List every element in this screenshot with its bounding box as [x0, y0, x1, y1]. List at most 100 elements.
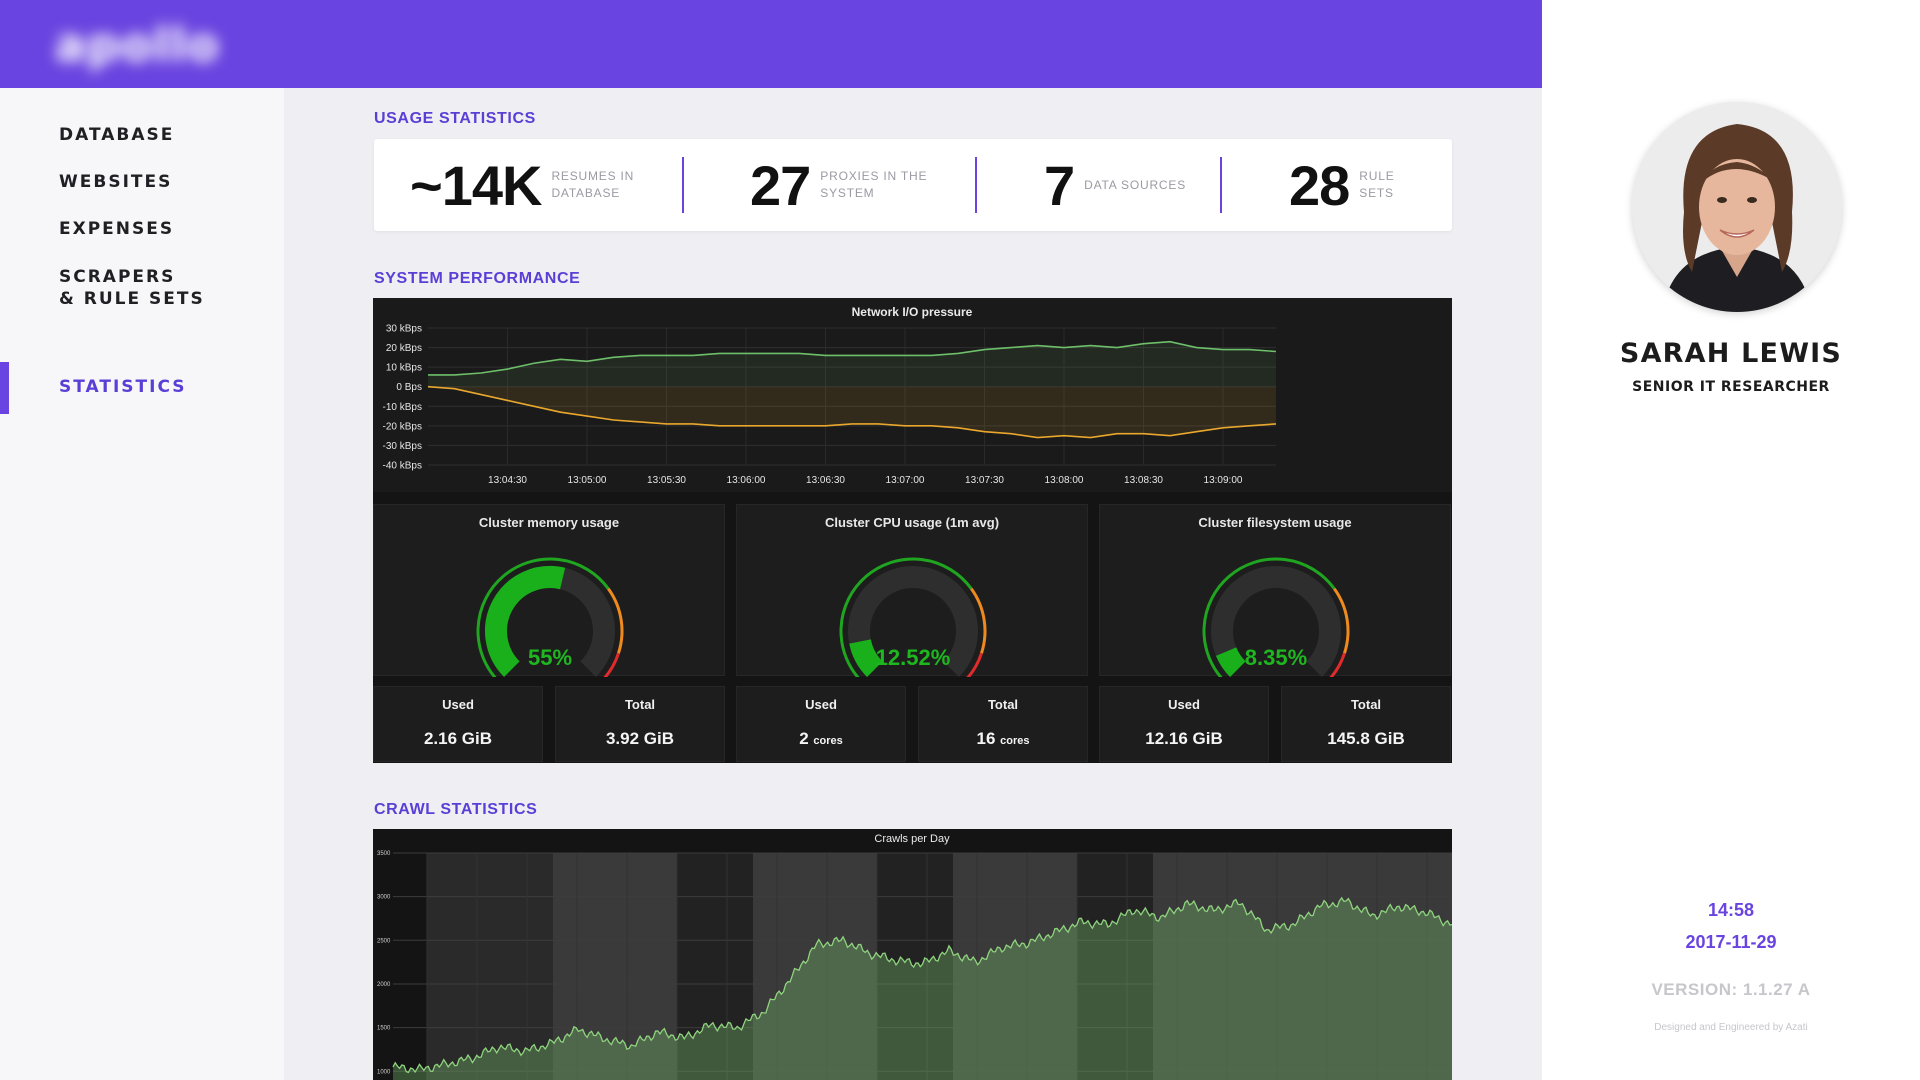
stat-number: 145.8 GiB: [1327, 729, 1405, 748]
x-tick-label: 13:07:00: [886, 475, 925, 486]
series-area: [428, 386, 1276, 438]
crawl-area: [393, 897, 1452, 1080]
stat-value: 2 cores: [737, 729, 905, 749]
x-tick-label: 13:06:00: [727, 475, 766, 486]
stat-label: Total: [987, 697, 1019, 712]
x-tick-label: 13:05:00: [568, 475, 607, 486]
stat-label: Used: [1168, 697, 1200, 712]
stat-number: 3.92 GiB: [605, 729, 675, 748]
stat-number: 2.16 GiB: [423, 729, 493, 748]
divider: [1220, 157, 1222, 213]
chart-background: [373, 298, 1452, 492]
chart-title: Network I/O pressure: [852, 305, 973, 319]
stat-number: 12.16 GiB: [1145, 729, 1223, 748]
gauge-threshold-red: [603, 652, 620, 677]
fs-used-box: Used 12.16 GiB: [1099, 686, 1269, 762]
app-logo[interactable]: apollo: [55, 18, 220, 72]
user-name: SARAH LEWIS: [1619, 338, 1843, 369]
background-band: [877, 853, 953, 1080]
gauge-dial: 12.52%: [839, 557, 987, 677]
y-tick-label: 10 kBps: [386, 363, 422, 374]
gauge-dial: 8.35%: [1202, 557, 1350, 677]
crawl-section-title: CRAWL STATISTICS: [374, 801, 538, 818]
series-line: [428, 340, 1277, 376]
cpu-used-box: Used 2 cores: [736, 686, 906, 762]
y-tick-label: 1000: [377, 1069, 391, 1075]
series-area: [428, 341, 1276, 387]
sidebar-item-statistics[interactable]: STATISTICS: [59, 377, 187, 397]
y-tick-label: -30 kBps: [383, 441, 422, 452]
background-band: [677, 853, 753, 1080]
gauge-threshold-orange: [970, 587, 987, 654]
stat-label: Used: [442, 697, 474, 712]
gauge-title: Cluster CPU usage (1m avg): [824, 515, 1000, 530]
usage-label: PROXIES IN THE SYSTEM: [820, 169, 928, 200]
sidebar-item-expenses[interactable]: EXPENSES: [59, 219, 175, 239]
main-content: USAGE STATISTICS ~14K RESUMES IN DATABAS…: [284, 88, 1542, 1080]
usage-section-title: USAGE STATISTICS: [374, 110, 536, 127]
divider: [682, 157, 684, 213]
y-tick-label: 0 Bps: [396, 382, 422, 393]
gauge-filesystem: Cluster filesystem usage 8.35%: [1099, 504, 1451, 677]
network-io-chart: Network I/O pressure 30 kBps 20 kBps 10 kBp…: [373, 298, 1452, 492]
stat-unit: cores: [813, 735, 843, 747]
stat-unit: cores: [1000, 735, 1030, 747]
background-band: [953, 853, 1077, 1080]
y-tick-label: -40 kBps: [383, 461, 422, 472]
sidebar-item-database[interactable]: DATABASE: [59, 125, 175, 145]
gauge-threshold-red: [1329, 652, 1346, 677]
y-tick-label: 2500: [377, 938, 391, 944]
y-tick-label: 3500: [377, 851, 391, 857]
gauge-background: [1211, 566, 1341, 677]
series-line: [427, 385, 1277, 439]
stat-label: Total: [1350, 697, 1382, 712]
usage-label: RULE SETS: [1359, 169, 1395, 200]
stat-value: 145.8 GiB: [1282, 729, 1450, 749]
gauge-value-band: [485, 566, 566, 677]
user-role: SENIOR IT RESEARCHER: [1632, 379, 1830, 395]
y-tick-label: -20 kBps: [383, 421, 422, 432]
gauge-threshold-orange: [1333, 587, 1350, 654]
usage-label: DATA SOURCES: [1084, 177, 1186, 192]
gauge-value-band: [849, 638, 883, 677]
avatar[interactable]: [1632, 102, 1842, 312]
gauge-threshold-green: [476, 557, 610, 677]
x-tick-label: 13:08:00: [1045, 475, 1084, 486]
profile-panel: SARAH LEWIS SENIOR IT RESEARCHER 14:58 2…: [1542, 0, 1920, 1080]
usage-stat-sources: 7 DATA SOURCES: [1044, 139, 1194, 231]
y-tick-label: 2000: [377, 982, 391, 988]
usage-stat-proxies: 27 PROXIES IN THE SYSTEM: [750, 139, 930, 231]
usage-value: ~14K: [410, 153, 542, 217]
clock-date: 2017-11-29: [1685, 932, 1777, 952]
clock-time: 14:58: [1707, 900, 1755, 920]
gauge-memory: Cluster memory usage 55%: [373, 504, 725, 677]
gauge-cpu: Cluster CPU usage (1m avg) 12.52%: [736, 504, 1088, 677]
x-tick-label: 13:04:30: [488, 475, 527, 486]
background-band: [1077, 853, 1153, 1080]
gauge-value-label: 55%: [528, 645, 572, 670]
gauge-threshold-red: [966, 652, 983, 677]
gauge-title: Cluster filesystem usage: [1198, 515, 1352, 530]
sidebar-item-websites[interactable]: WEBSITES: [59, 172, 173, 192]
gauge-value-band: [1215, 646, 1246, 677]
crawl-panel: Crawls per Day 3500 3000 2500 2000 1500 1000: [373, 829, 1452, 1080]
y-tick-label: 1500: [377, 1026, 391, 1032]
app-version: VERSION: 1.1.27 A: [1651, 980, 1811, 999]
memory-total-box: Total 3.92 GiB: [555, 686, 725, 762]
gauge-threshold-green: [839, 557, 973, 677]
usage-stat-rulesets: 28 RULE SETS: [1289, 139, 1419, 231]
x-tick-label: 13:07:30: [965, 475, 1004, 486]
stat-label: Total: [624, 697, 656, 712]
top-bar: apollo: [0, 0, 1542, 88]
usage-value: 27: [750, 153, 811, 217]
credit-text: Designed and Engineered by Azati: [1654, 1022, 1808, 1033]
usage-value: 28: [1289, 153, 1350, 217]
usage-label: RESUMES IN DATABASE: [551, 169, 635, 200]
y-tick-label: 20 kBps: [386, 343, 422, 354]
gauge-value-label: 8.35%: [1245, 645, 1307, 670]
stat-value: 3.92 GiB: [556, 729, 724, 749]
chart-title: Crawls per Day: [874, 833, 950, 845]
sidebar-item-scrapers[interactable]: SCRAPERS & RULE SETS: [59, 267, 205, 309]
cpu-total-box: Total 16 cores: [918, 686, 1088, 762]
gauge-background: [848, 566, 978, 677]
